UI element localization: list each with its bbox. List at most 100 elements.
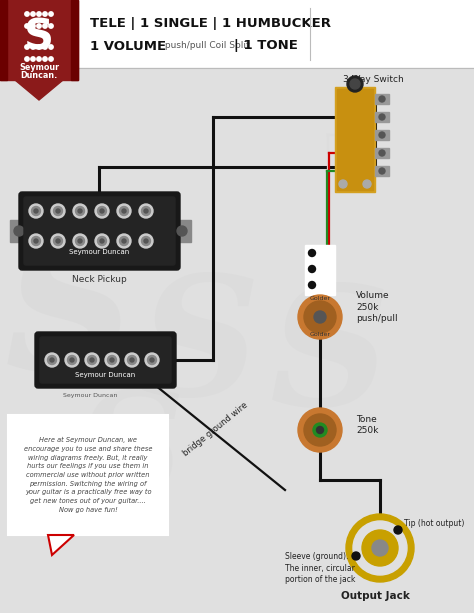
Bar [375,148,389,158]
Circle shape [25,45,29,49]
Circle shape [73,204,87,218]
Circle shape [45,353,59,367]
Text: Golder: Golder [310,297,330,302]
Circle shape [352,552,360,560]
Circle shape [372,540,388,556]
Circle shape [122,239,126,243]
Text: Here at Seymour Duncan, we
encourage you to use and share these
wiring diagrams : Here at Seymour Duncan, we encourage you… [24,437,152,512]
FancyBboxPatch shape [40,337,171,383]
FancyBboxPatch shape [24,197,175,265]
Text: Golder: Golder [310,332,330,338]
Circle shape [29,234,43,248]
Circle shape [51,234,65,248]
Circle shape [78,209,82,213]
Circle shape [56,239,60,243]
Circle shape [379,168,385,174]
Text: S: S [140,269,260,431]
Circle shape [139,234,153,248]
Bar [375,112,389,122]
Circle shape [147,356,156,365]
Text: S: S [270,280,390,441]
Circle shape [31,24,35,28]
Circle shape [298,295,342,339]
Circle shape [37,12,41,16]
Circle shape [119,207,128,216]
Polygon shape [15,80,63,100]
Circle shape [95,234,109,248]
Bar [375,166,389,176]
Text: bridge ground wire: bridge ground wire [181,401,249,459]
Circle shape [323,281,332,289]
Circle shape [139,204,153,218]
Circle shape [49,24,53,28]
Circle shape [119,237,128,245]
FancyBboxPatch shape [19,192,180,270]
Bar [71,0,78,80]
Circle shape [14,226,24,236]
Text: Neck Pickup: Neck Pickup [72,275,127,283]
Circle shape [49,57,53,61]
Text: S: S [24,16,54,58]
Circle shape [125,353,139,367]
Bar [335,87,375,192]
Circle shape [25,57,29,61]
Text: Duncan.: Duncan. [20,70,58,80]
Text: | 1 TONE: | 1 TONE [234,39,298,53]
Circle shape [43,12,47,16]
Text: 1 VOLUME: 1 VOLUME [90,39,166,53]
Circle shape [37,45,41,49]
Circle shape [323,248,332,257]
Bar [337,89,373,190]
Text: Volume
250k
push/pull: Volume 250k push/pull [356,291,398,323]
Bar [0,0,78,80]
Text: TELE | 1 SINGLE | 1 HUMBUCKER: TELE | 1 SINGLE | 1 HUMBUCKER [90,18,331,31]
Circle shape [37,57,41,61]
Circle shape [54,207,63,216]
Circle shape [98,237,107,245]
Text: push/pull Coil Split: push/pull Coil Split [162,42,253,50]
Circle shape [43,45,47,49]
Text: Seymour Duncan: Seymour Duncan [63,392,117,397]
Circle shape [98,207,107,216]
Circle shape [117,234,131,248]
Text: 3-Way Switch: 3-Way Switch [343,75,403,83]
Bar [305,245,335,295]
Circle shape [145,353,159,367]
Circle shape [122,209,126,213]
Circle shape [70,358,74,362]
Circle shape [313,423,327,437]
Circle shape [25,12,29,16]
Circle shape [25,24,29,28]
Circle shape [31,207,40,216]
Circle shape [49,45,53,49]
Bar [0,0,7,80]
Text: Sleeve (ground).
The inner, circular
portion of the jack: Sleeve (ground). The inner, circular por… [285,552,356,584]
Circle shape [37,24,41,28]
Bar [173,220,191,242]
Circle shape [100,239,104,243]
Circle shape [130,358,134,362]
Circle shape [353,521,407,575]
Bar [0,68,474,613]
Circle shape [75,237,84,245]
Circle shape [110,358,114,362]
Text: S: S [5,232,135,408]
Circle shape [379,150,385,156]
Circle shape [150,358,154,362]
Circle shape [350,79,360,89]
Circle shape [128,356,137,365]
Circle shape [85,353,99,367]
Circle shape [144,239,148,243]
Circle shape [309,281,316,289]
Circle shape [56,209,60,213]
Circle shape [362,530,398,566]
Circle shape [34,239,38,243]
Circle shape [31,45,35,49]
Circle shape [144,209,148,213]
Circle shape [31,237,40,245]
Polygon shape [48,535,74,555]
Text: Output Jack: Output Jack [340,591,410,601]
Circle shape [105,353,119,367]
Circle shape [100,209,104,213]
Circle shape [317,427,323,433]
